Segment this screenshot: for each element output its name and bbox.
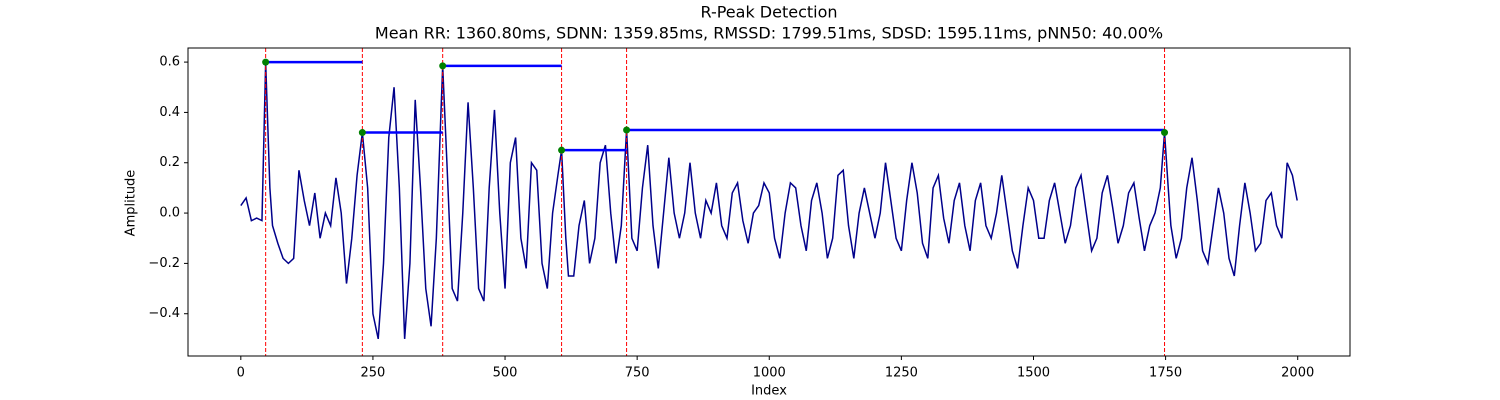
chart-subtitle: Mean RR: 1360.80ms, SDNN: 1359.85ms, RMS… [375, 24, 1163, 43]
peak-marker [623, 126, 631, 134]
peak-marker [358, 129, 366, 137]
x-tick-label: 1750 [1149, 366, 1182, 381]
x-tick-label: 2000 [1281, 366, 1314, 381]
y-tick-label: 0.0 [159, 206, 180, 221]
y-tick-label: 0.2 [159, 155, 180, 170]
x-tick-label: 500 [493, 366, 518, 381]
x-tick-label: 750 [625, 366, 650, 381]
peak-marker [558, 146, 566, 154]
signal-line [240, 62, 1298, 340]
x-tick-label: 0 [237, 366, 245, 381]
chart-title: R-Peak Detection [700, 3, 837, 22]
x-tick-label: 250 [361, 366, 386, 381]
x-axis-label: Index [751, 384, 787, 399]
y-tick-label: −0.2 [148, 256, 180, 271]
x-tick-label: 1500 [1017, 366, 1050, 381]
x-tick-label: 1250 [885, 366, 918, 381]
y-axis-label: Amplitude [124, 170, 139, 237]
peak-marker [262, 58, 270, 66]
y-tick-label: 0.4 [159, 105, 180, 120]
peak-marker [1161, 129, 1169, 137]
x-tick-label: 1000 [753, 366, 786, 381]
y-tick-label: 0.6 [159, 55, 180, 70]
peak-marker [439, 62, 447, 70]
y-tick-label: −0.4 [148, 306, 180, 321]
plot-frame [187, 47, 1351, 357]
